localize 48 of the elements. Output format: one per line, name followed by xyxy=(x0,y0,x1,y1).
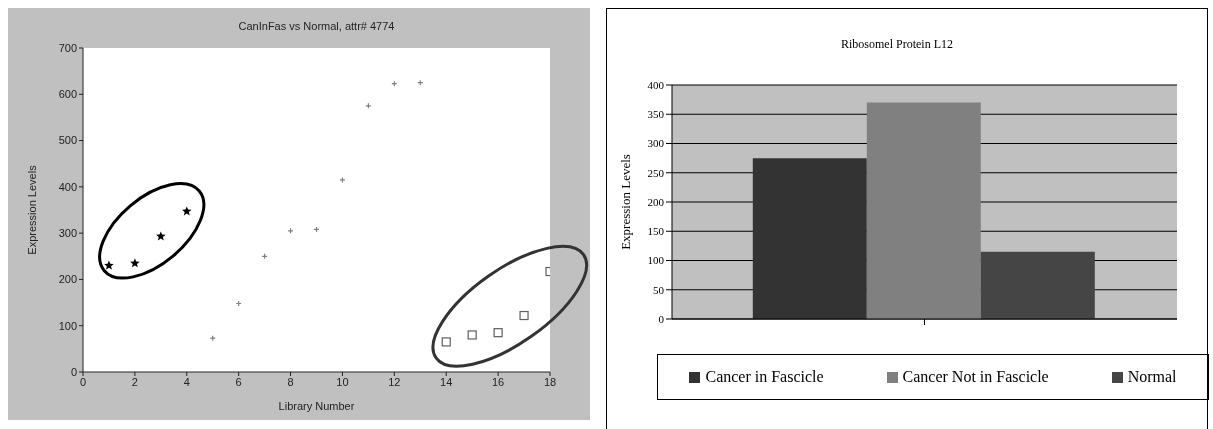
y-tick-label: 200 xyxy=(58,273,77,286)
y-tick-label: 200 xyxy=(647,195,665,208)
chart-title: CanInFas vs Normal, attr# 4774 xyxy=(237,20,396,32)
point xyxy=(441,337,451,347)
x-tick-label: 16 xyxy=(491,375,505,388)
y-axis-title: Expression Levels xyxy=(617,154,633,250)
x-axis-title: Library Number xyxy=(278,400,355,412)
y-tick-label: 600 xyxy=(58,88,77,101)
bar xyxy=(980,251,1095,319)
x-tick-label: 14 xyxy=(440,375,453,388)
y-tick-label: 300 xyxy=(58,227,77,240)
x-tick-label: 8 xyxy=(287,375,294,388)
y-tick-label: 500 xyxy=(58,134,77,147)
y-tick-label: 700 xyxy=(58,41,77,54)
x-tick-label: 6 xyxy=(235,375,242,388)
y-tick-label: 300 xyxy=(647,137,665,150)
x-tick-label: 2 xyxy=(131,375,138,388)
y-axis-title: Expression Levels xyxy=(25,164,38,255)
point xyxy=(130,258,140,268)
x-tick-label: 10 xyxy=(336,375,349,388)
y-tick-label: 400 xyxy=(58,180,77,193)
y-tick-label: 350 xyxy=(647,108,665,121)
chart-title: Ribosomel Protein L12 xyxy=(840,37,954,52)
y-tick-label: 100 xyxy=(58,319,77,332)
bar xyxy=(866,102,981,319)
point xyxy=(339,176,346,184)
bar xyxy=(752,158,867,319)
x-tick-label: 12 xyxy=(388,375,401,388)
legend-label: Normal xyxy=(1126,368,1177,386)
point xyxy=(467,330,477,340)
point xyxy=(493,328,503,338)
point xyxy=(156,231,166,241)
x-tick-label: 4 xyxy=(183,375,190,388)
y-tick-label: 50 xyxy=(653,283,665,296)
point xyxy=(365,102,372,109)
point xyxy=(104,260,114,270)
legend-label: Cancer Not in Fascicle xyxy=(901,368,1049,386)
x-tick-label: 18 xyxy=(543,375,557,388)
y-tick-label: 400 xyxy=(647,78,665,91)
y-tick-label: 0 xyxy=(658,312,665,325)
y-tick-label: 250 xyxy=(647,166,665,179)
x-tick-label: 0 xyxy=(79,375,87,388)
point xyxy=(182,206,192,216)
y-tick-label: 150 xyxy=(647,225,665,238)
point xyxy=(519,310,529,321)
y-tick-label: 100 xyxy=(647,254,665,267)
y-tick-label: 0 xyxy=(70,365,77,378)
legend-label: Cancer in Fascicle xyxy=(704,368,824,386)
